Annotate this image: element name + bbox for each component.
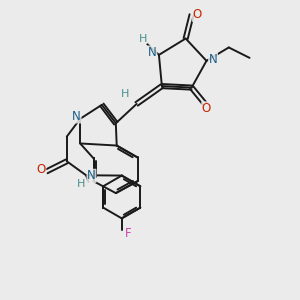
Text: O: O [37,164,46,176]
Text: H: H [76,179,85,189]
Text: H: H [138,34,147,44]
Text: H: H [121,89,130,99]
Text: N: N [72,110,81,123]
Text: F: F [124,227,131,240]
Text: N: N [208,53,217,66]
Text: N: N [87,169,96,182]
Text: N: N [148,46,157,59]
Text: O: O [202,102,211,115]
Text: O: O [192,8,202,21]
